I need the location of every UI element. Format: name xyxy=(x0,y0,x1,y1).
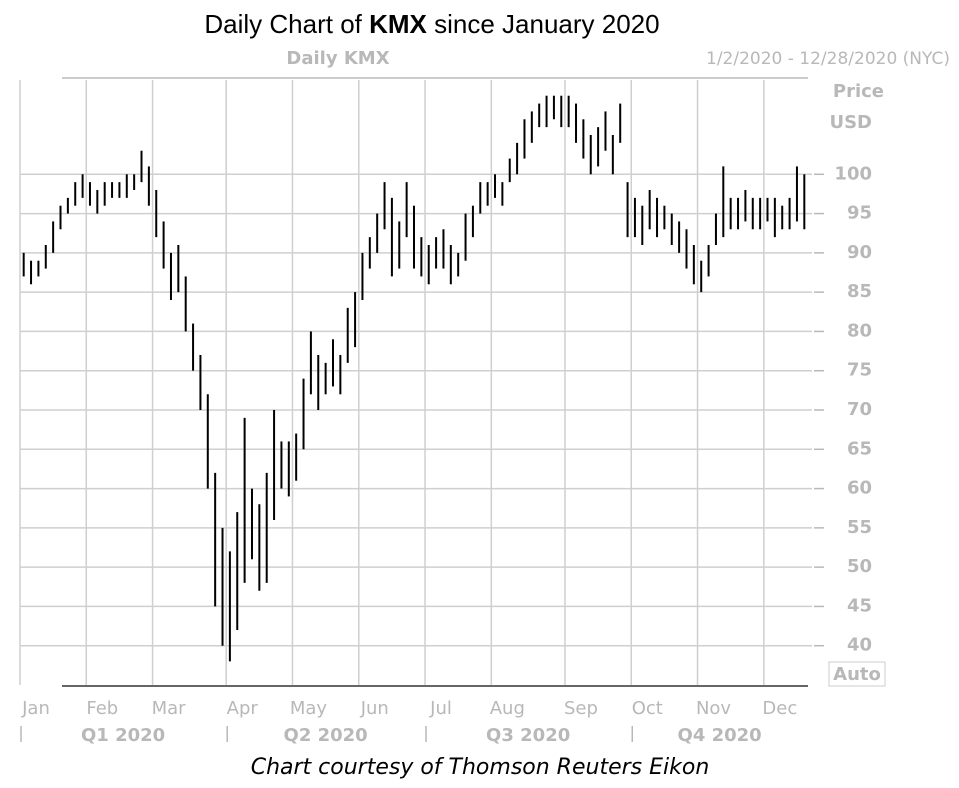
y-axis-label: Price xyxy=(833,81,884,102)
y-tick-label: 60 xyxy=(847,478,872,499)
y-tick-label: 50 xyxy=(847,556,872,577)
title-part: since January 2020 xyxy=(427,9,660,39)
x-tick-label: Jan xyxy=(21,698,50,719)
x-tick-label: Feb xyxy=(86,698,118,719)
x-tick-label: Apr xyxy=(227,698,259,719)
quarter-label: Q4 2020 xyxy=(678,725,762,746)
title-part: Daily Chart of xyxy=(204,9,369,39)
scale-button[interactable] xyxy=(828,661,886,687)
y-tick-label: 65 xyxy=(847,438,872,459)
x-tick-label: Mar xyxy=(152,698,187,719)
chart-title: Daily Chart of KMX since January 2020 xyxy=(204,9,659,39)
quarter-label: Q2 2020 xyxy=(284,725,368,746)
y-tick-label: 80 xyxy=(847,320,872,341)
y-tick-label: 90 xyxy=(847,242,872,263)
caption: Chart courtesy of Thomson Reuters Eikon xyxy=(251,755,710,780)
scale-button-label[interactable]: Auto xyxy=(833,664,881,685)
y-tick-label: 95 xyxy=(847,203,872,224)
y-tick-label: 75 xyxy=(847,360,872,381)
quarter-label: Q1 2020 xyxy=(81,725,165,746)
x-tick-label: Oct xyxy=(632,698,663,719)
x-tick-label: May xyxy=(290,698,328,719)
x-tick-label: Sep xyxy=(564,698,598,719)
y-tick-label: 40 xyxy=(847,635,872,656)
title-ticker: KMX xyxy=(369,9,427,39)
y-tick-label: 100 xyxy=(834,163,872,184)
y-tick-label: 45 xyxy=(847,595,872,616)
y-tick-label: 55 xyxy=(847,517,872,538)
x-tick-label: Jul xyxy=(429,698,452,719)
y-axis-label: USD xyxy=(829,112,872,133)
date-range: 1/2/2020 - 12/28/2020 (NYC) xyxy=(706,49,950,69)
y-tick-label: 70 xyxy=(847,399,872,420)
x-tick-label: Nov xyxy=(696,698,731,719)
x-tick-label: Dec xyxy=(762,698,797,719)
x-tick-label: Aug xyxy=(490,698,525,719)
subtitle: Daily KMX xyxy=(286,48,389,69)
y-tick-label: 85 xyxy=(847,281,872,302)
x-tick-label: Jun xyxy=(360,698,389,719)
quarter-label: Q3 2020 xyxy=(486,725,570,746)
